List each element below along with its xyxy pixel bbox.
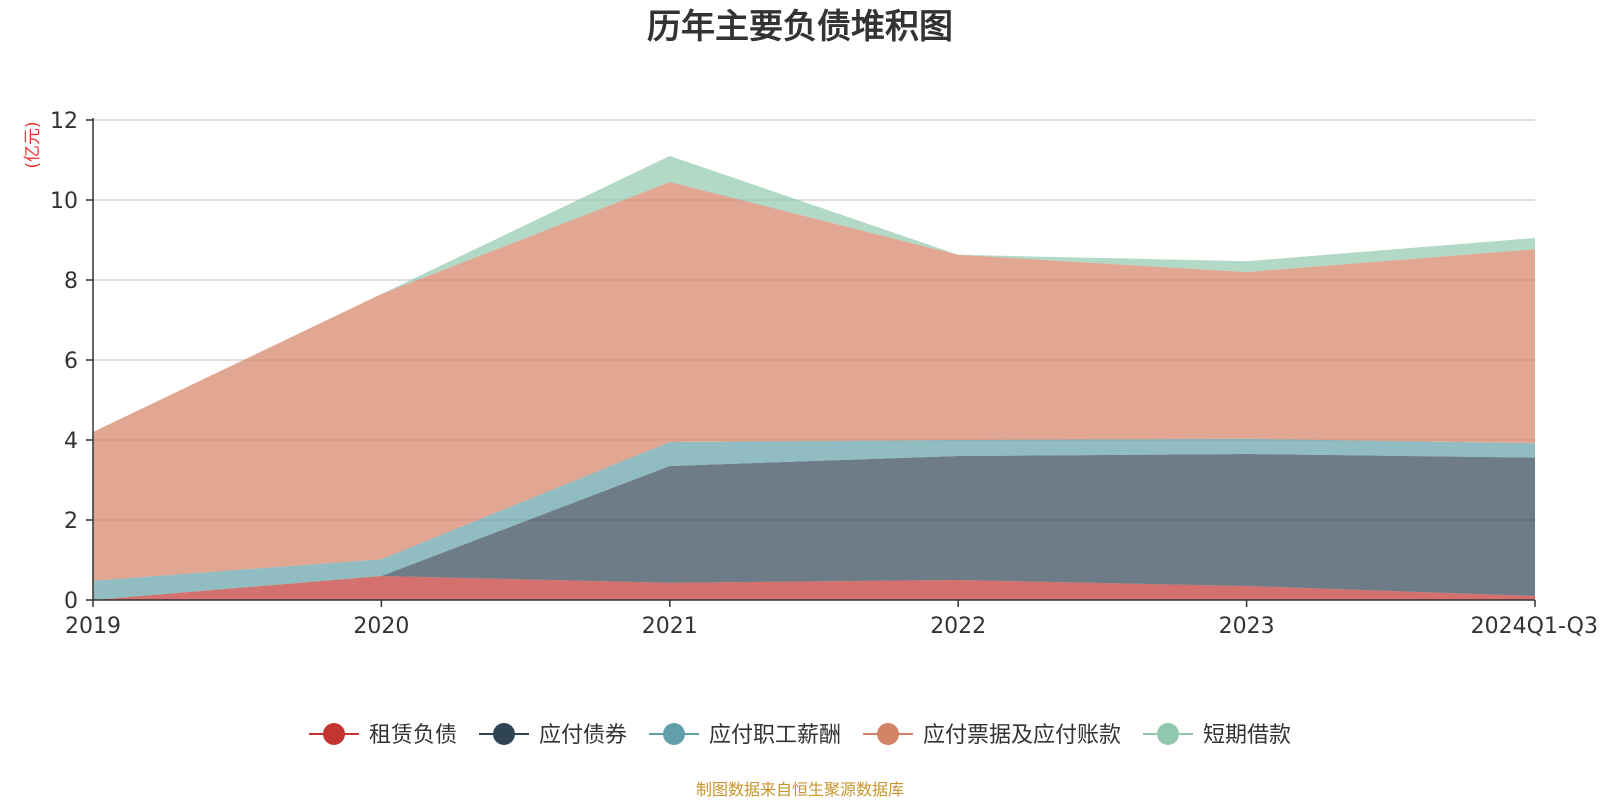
area-series: [93, 438, 1535, 600]
y-tick-label: 8: [64, 269, 78, 294]
area-series: [93, 156, 1535, 432]
y-tick-label: 0: [64, 589, 78, 614]
area-series: [93, 156, 1535, 600]
chart-title: 历年主要负债堆积图: [647, 7, 953, 47]
y-tick-label: 4: [64, 429, 78, 454]
y-tick-label: 6: [64, 349, 78, 374]
y-tick-label: 12: [50, 109, 78, 134]
legend-marker: [663, 723, 685, 745]
legend-marker: [1157, 723, 1179, 745]
axes: 0 2 4 6 8 10 12 2019 2020 2021 2022 2023 2024Q1-Q3: [50, 109, 1598, 639]
y-tick-label: 10: [50, 189, 78, 214]
legend-label: 应付票据及应付账款: [923, 723, 1121, 748]
legend-item[interactable]: 应付职工薪酬: [649, 723, 841, 748]
legend-item[interactable]: 应付债券: [479, 723, 627, 748]
area-series: [93, 576, 1535, 600]
legend-marker: [493, 723, 515, 745]
legend-label: 租赁负债: [369, 723, 457, 748]
x-tick-label: 2019: [65, 614, 121, 639]
legend-label: 应付职工薪酬: [709, 723, 841, 748]
x-tick-label: 2022: [930, 614, 986, 639]
legend-item[interactable]: 应付票据及应付账款: [863, 723, 1121, 748]
legend-item[interactable]: 短期借款: [1143, 723, 1291, 748]
legend-label: 应付债券: [539, 723, 627, 748]
y-tick-label: 2: [64, 509, 78, 534]
data-source-note: 制图数据来自恒生聚源数据库: [696, 780, 904, 799]
area-series: [93, 182, 1535, 581]
legend-marker: [877, 723, 899, 745]
legend-marker: [323, 723, 345, 745]
legend-label: 短期借款: [1203, 723, 1291, 748]
x-tick-label: 2021: [642, 614, 698, 639]
y-axis-unit: (亿元): [23, 121, 43, 168]
x-tick-label: 2020: [353, 614, 409, 639]
legend[interactable]: 租赁负债 应付债券 应付职工薪酬 应付票据及应付账款 短期借款: [309, 723, 1291, 748]
area-series: [93, 454, 1535, 600]
x-tick-label: 2024Q1-Q3: [1471, 614, 1598, 639]
x-tick-label: 2023: [1219, 614, 1275, 639]
legend-item[interactable]: 租赁负债: [309, 723, 457, 748]
